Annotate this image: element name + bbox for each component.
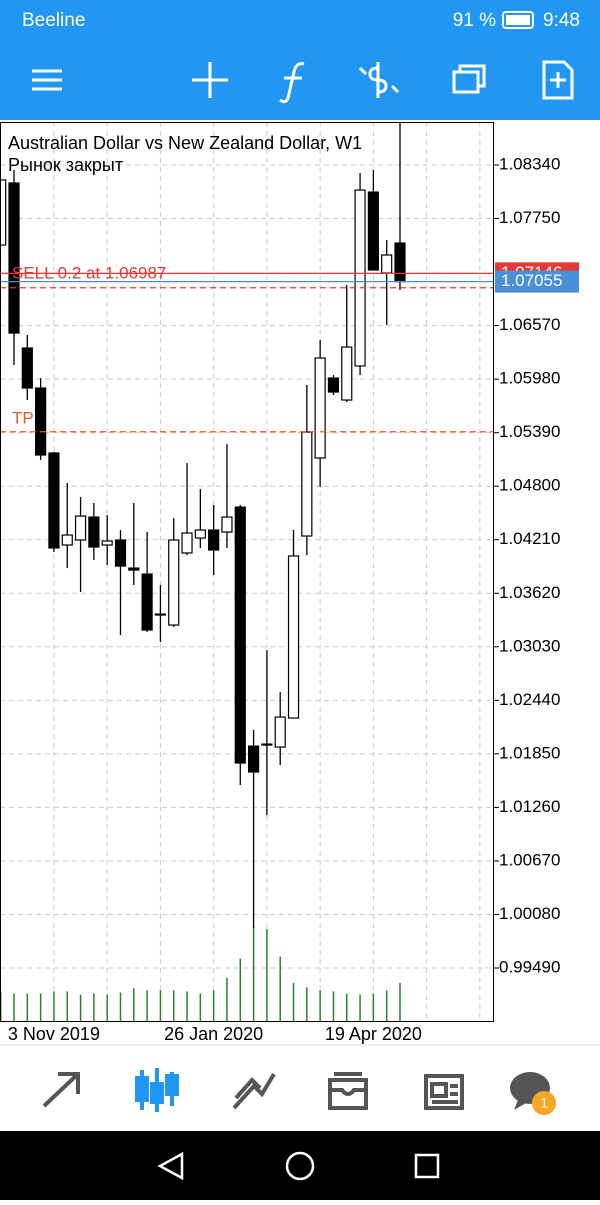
y-tick-label: 1.04800 [499,476,560,495]
battery-level [506,15,530,25]
x-tick-label: 26 Jan 2020 [164,1024,263,1044]
candle-body [394,242,406,283]
news-tab[interactable] [424,1074,464,1110]
candle-body [381,254,393,274]
candle-body [114,539,127,567]
candle-body [261,743,273,746]
y-tick-label: 1.05390 [499,422,560,441]
candle-body [287,555,300,719]
battery: 91 % [453,10,496,31]
y-tick-label: 1.02440 [499,690,560,709]
candle-body [221,516,233,533]
candle-body [141,573,153,631]
chart-subtitle: Рынок закрыт [8,155,123,175]
battery-icon [502,11,534,29]
candle-body [354,189,366,367]
app-bar [0,0,600,120]
menu-button[interactable] [32,69,62,91]
candle-body [35,387,47,456]
candle-body [128,567,140,571]
candle-body [74,515,87,541]
y-tick-label: 1.03030 [499,636,560,655]
messages-tab[interactable]: 1 [510,1072,556,1115]
indicators-button[interactable] [279,62,305,104]
chat-tail [514,1100,528,1110]
y-tick-label: 1.01850 [499,743,560,762]
candle-body [181,532,193,554]
badge-count: 1 [540,1095,548,1111]
candle-body [247,745,260,773]
trade-tab[interactable] [232,1072,276,1110]
candle-body [208,529,220,551]
candle-body [301,431,313,537]
y-tick-label: 1.03620 [499,583,560,602]
quotes-tab[interactable] [42,1072,80,1108]
y-tick-label: 1.07750 [499,208,560,227]
back-button[interactable] [157,1151,184,1181]
candle-body [327,377,340,393]
y-tick-label: 1.01260 [499,797,560,816]
price-label: 1.07055 [501,271,562,290]
chart-tab[interactable] [135,1068,179,1112]
chart-title: Australian Dollar vs New Zealand Dollar,… [8,133,362,153]
candle-body [8,182,20,334]
order-label: SELL 0.2 at 1.06987 [12,263,166,282]
x-tick-label: 19 Apr 2020 [325,1024,422,1044]
history-tab[interactable] [328,1072,368,1110]
candle-body [274,716,286,748]
price-label-bg [495,270,579,293]
candle-body [48,452,60,549]
candle-body [101,540,113,546]
candle-body [194,529,206,539]
plot-border [0,122,494,1022]
candle-body [154,613,167,616]
candle-body [367,191,379,271]
y-tick-label: 1.00670 [499,850,560,869]
candle-body [341,346,353,401]
clock: 9:48 [543,10,580,31]
trade-button[interactable] [358,62,400,98]
y-tick-label: 1.04210 [499,529,560,548]
tp-label: TP [12,408,34,427]
candle-body [234,506,246,764]
x-tick-label: 3 Nov 2019 [8,1024,100,1044]
y-tick-label: 0.99490 [499,957,560,976]
home-button[interactable] [285,1151,315,1181]
y-tick-label: 1.00080 [499,904,560,923]
chart: 1.08340 1.07750 1.06570 1.05980 1.05390 1.048… [0,122,579,1044]
badge [532,1091,556,1115]
candle-body [168,539,180,626]
carrier: Beeline [22,10,85,31]
new-order-button[interactable] [542,60,574,100]
tab-bar [0,1045,600,1131]
windows-button[interactable] [452,64,486,94]
y-tick-label: 1.08340 [499,154,560,173]
candle-body [21,347,33,389]
y-tick-label: 1.06570 [499,315,560,334]
candle-body [314,357,326,459]
candle-body [61,534,73,546]
plot-bg [0,122,494,1022]
candle-body [88,516,100,548]
crosshair-button[interactable] [192,62,228,98]
y-tick-label: 1.05980 [499,369,560,388]
recent-button[interactable] [414,1153,440,1179]
nav-bar [0,1131,600,1200]
plot [0,122,406,1022]
